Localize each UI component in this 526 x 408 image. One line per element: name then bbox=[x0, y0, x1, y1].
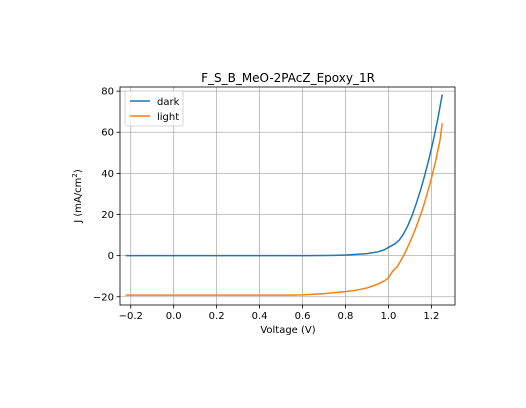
chart-title: F_S_B_MeO-2PAcZ_Epoxy_1R bbox=[201, 71, 375, 85]
series-line-dark bbox=[125, 94, 443, 257]
legend: dark light bbox=[124, 90, 184, 127]
plot-frame bbox=[119, 86, 456, 306]
y-tick-label: −20 bbox=[93, 292, 114, 303]
y-axis-label: J (mA/cm2) bbox=[71, 169, 84, 224]
x-tick-label: 0.4 bbox=[252, 311, 268, 322]
legend-label-light: light bbox=[157, 112, 179, 123]
x-tick-label: 0.8 bbox=[338, 311, 354, 322]
legend-label-dark: dark bbox=[157, 97, 180, 108]
y-axis-label-main: J (mA/cm bbox=[73, 178, 84, 224]
y-tick-label: 80 bbox=[101, 87, 114, 98]
y-tick-label: 60 bbox=[101, 128, 114, 139]
y-tick-label: 40 bbox=[101, 169, 114, 180]
x-tick-label: 0.0 bbox=[166, 311, 182, 322]
y-tick-label: 20 bbox=[101, 210, 114, 221]
x-tick-label: 0.6 bbox=[295, 311, 311, 322]
x-tick-label: 1.0 bbox=[380, 311, 396, 322]
x-tick-label: 0.2 bbox=[209, 311, 225, 322]
series-line-light bbox=[125, 123, 443, 296]
x-tick-label: 1.2 bbox=[423, 311, 439, 322]
x-axis-label: Voltage (V) bbox=[260, 325, 315, 336]
axis-ticks: −0.2 0.0 0.2 0.4 0.6 0.8 1.0 1.2 −20 0 20 40 60 80 bbox=[93, 87, 439, 322]
y-axis-label-close: ) bbox=[73, 169, 84, 173]
legend-box bbox=[124, 90, 184, 127]
plot-series bbox=[125, 94, 443, 296]
y-axis-label-superscript: 2 bbox=[71, 173, 79, 177]
y-tick-label: 0 bbox=[108, 251, 114, 262]
x-tick-label: −0.2 bbox=[119, 311, 143, 322]
